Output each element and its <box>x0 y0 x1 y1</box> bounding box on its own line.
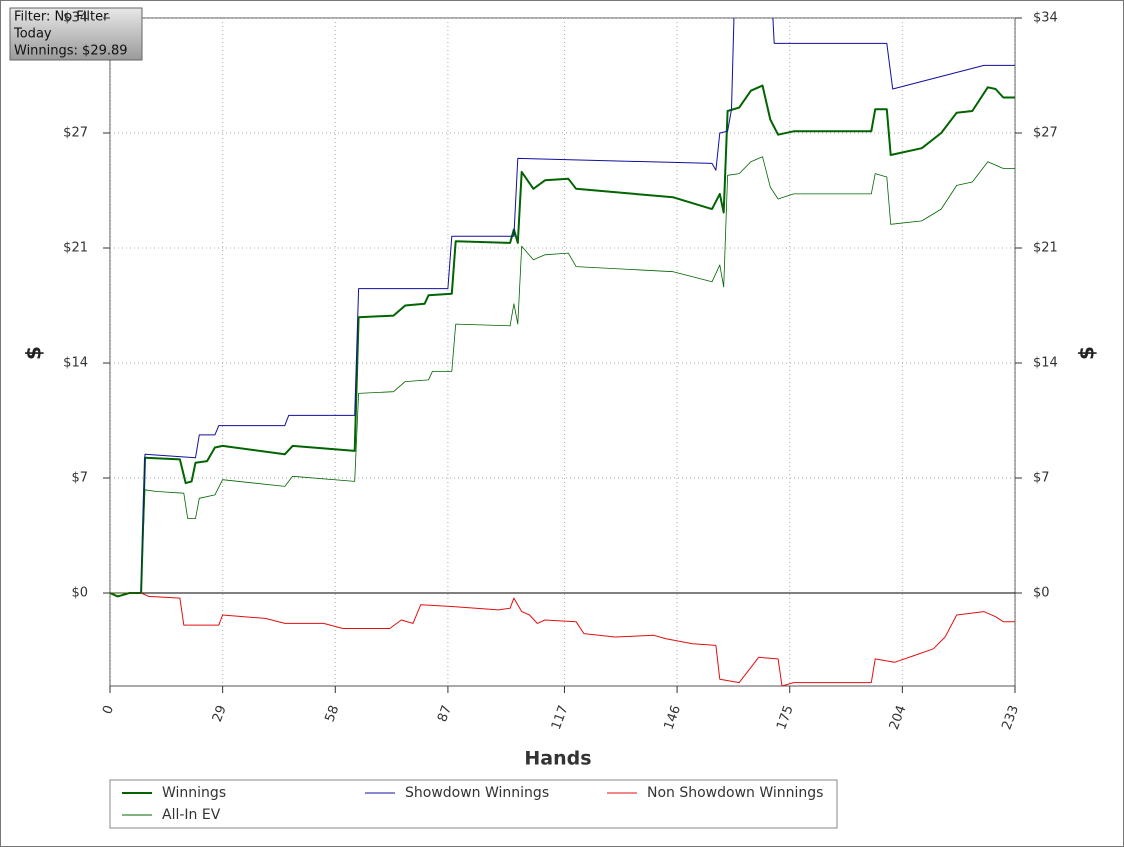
y-tick-label: $7 <box>71 470 88 485</box>
series-line <box>110 18 1015 594</box>
y2-tick-label: $34 <box>1033 11 1058 26</box>
x-tick-label: 87 <box>435 703 455 724</box>
series-line <box>110 84 1015 598</box>
x-tick-label: 29 <box>210 703 230 724</box>
y2-tick-label: $14 <box>1033 355 1058 370</box>
y-tick-label: $21 <box>63 240 88 255</box>
y2-tick-label: $21 <box>1033 240 1058 255</box>
y-tick-label: $0 <box>71 585 88 600</box>
y2-tick-label: $7 <box>1033 470 1050 485</box>
info-box <box>9 7 143 61</box>
series-line <box>110 592 1015 686</box>
legend-label: All-In EV <box>162 807 221 823</box>
y2-tick-label: $0 <box>1033 585 1050 600</box>
legend-label: Showdown Winnings <box>405 785 549 801</box>
y2-tick-label: $27 <box>1033 125 1058 140</box>
y-tick-label: $14 <box>63 355 88 370</box>
info-line: Today <box>13 27 52 42</box>
info-line: Filter: No Filter <box>14 10 109 25</box>
y-tick-label: $34 <box>63 11 88 26</box>
y-tick-label: $27 <box>63 125 88 140</box>
y-axis-label: $ <box>22 346 46 360</box>
legend-box <box>109 779 838 829</box>
series-line <box>110 156 1015 594</box>
x-axis-label: Hands <box>524 748 591 770</box>
y2-axis-label: $ <box>1075 346 1099 360</box>
x-tick-label: 58 <box>323 703 343 724</box>
legend-label: Winnings <box>162 785 226 801</box>
info-line: Winnings: $29.89 <box>14 44 128 59</box>
legend-label: Non Showdown Winnings <box>647 785 823 801</box>
plot-frame <box>109 17 1016 687</box>
plot-area <box>110 18 1015 686</box>
